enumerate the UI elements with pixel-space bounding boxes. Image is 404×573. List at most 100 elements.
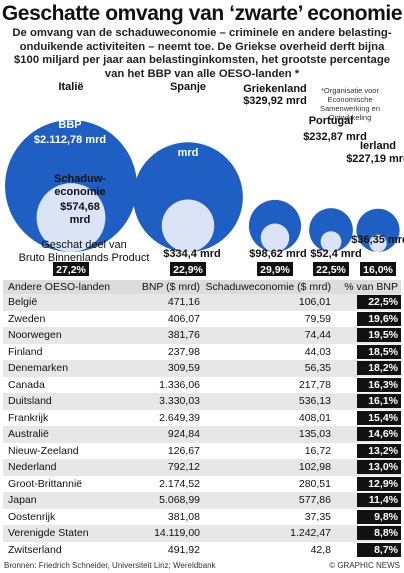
row-country: Finland xyxy=(8,345,43,358)
header-shadow: Schaduweconomie ($ mrd) xyxy=(205,281,331,293)
row-pct-cell: 16,3% xyxy=(335,377,401,392)
row-bnp: 406,07 xyxy=(167,312,200,325)
subtitle: De omvang van de schaduweconomie – crimi… xyxy=(12,27,392,80)
row-pct-cell: 22,5% xyxy=(335,295,401,310)
country-name: Spanje xyxy=(170,81,206,93)
share-value: 22,9% xyxy=(173,264,203,276)
row-country: Japan xyxy=(8,494,37,507)
row-shadow: 280,51 xyxy=(298,477,331,490)
bbp-value: $232,87 mrd xyxy=(303,131,367,143)
row-shadow: 106,01 xyxy=(298,296,331,309)
row-shadow: 408,01 xyxy=(298,411,331,424)
share-value: 16,0% xyxy=(363,264,393,276)
table-row: Groot-Brittannië 2.174,52 280,51 12,9% xyxy=(3,476,401,493)
row-bnp: 792,12 xyxy=(167,461,200,474)
row-pct-cell: 11,4% xyxy=(335,493,401,508)
shadow-value: $98,62 mrd xyxy=(249,248,306,260)
row-country: Duitsland xyxy=(8,395,52,408)
share-box xyxy=(53,262,89,276)
shadow-value: $52,4 mrd xyxy=(310,248,361,260)
row-pct-cell: 13,2% xyxy=(335,443,401,458)
oeso-table: Andere OESO-landen BNP ($ mrd) Schaduwec… xyxy=(3,280,401,558)
header-country: Andere OESO-landen xyxy=(8,281,111,293)
row-shadow: 16,72 xyxy=(304,444,331,457)
shadow-unit: mrd xyxy=(70,214,91,226)
table-row: Nieuw-Zeeland 126,67 16,72 13,2% xyxy=(3,443,401,460)
table-row: Duitsland 3.330,03 536,13 16,1% xyxy=(3,393,401,410)
bbp-value: $1.460,25 xyxy=(164,132,213,144)
row-shadow: 577,86 xyxy=(298,494,331,507)
row-pct: 12,9% xyxy=(357,476,401,491)
bbp-circle-4 xyxy=(356,208,400,252)
share-value: 27,2% xyxy=(56,264,86,276)
header-pct: % van BNP xyxy=(344,281,398,293)
row-shadow: 74,44 xyxy=(304,329,331,342)
row-bnp: 1.336,06 xyxy=(159,378,200,391)
row-country: Zweden xyxy=(8,312,46,325)
row-country: Oostenrijk xyxy=(8,510,56,523)
bbp-unit: mrd xyxy=(178,147,199,159)
shadow-circle-4 xyxy=(369,234,387,252)
row-pct-cell: 15,4% xyxy=(335,410,401,425)
share-box xyxy=(313,262,349,276)
row-bnp: 126,67 xyxy=(167,444,200,457)
row-bnp: 2.649,39 xyxy=(159,411,200,424)
header-bnp: BNP ($ mrd) xyxy=(141,281,200,293)
country-name: Italië xyxy=(58,81,83,93)
row-pct: 19,6% xyxy=(357,311,401,326)
row-shadow: 536,13 xyxy=(298,395,331,408)
row-bnp: 491,92 xyxy=(167,543,200,556)
share-box xyxy=(360,262,396,276)
table-row: Nederland 792,12 102,98 13,0% xyxy=(3,459,401,476)
shadow-circle-0 xyxy=(36,183,106,252)
bbp-value: $2.112,78 mrd xyxy=(34,134,106,146)
row-pct-cell: 19,6% xyxy=(335,311,401,326)
bbp-circle-3 xyxy=(309,208,353,252)
row-pct: 14,6% xyxy=(357,427,401,442)
row-pct-cell: 18,2% xyxy=(335,361,401,376)
credit: © GRAPHIC NEWS xyxy=(329,561,400,570)
table-row: Japan 5.068,99 577,86 11,4% xyxy=(3,492,401,509)
table-row: Denemarken 309,59 56,35 18,2% xyxy=(3,360,401,377)
bbp-caption: BBP xyxy=(58,119,81,131)
row-pct: 16,3% xyxy=(357,377,401,392)
row-pct: 16,1% xyxy=(357,394,401,409)
shadow-value: $36,35 mrd xyxy=(351,234,404,246)
shadow-value: $574,68 xyxy=(60,201,100,213)
share-box xyxy=(257,262,293,276)
table-header: Andere OESO-landen BNP ($ mrd) Schaduwec… xyxy=(3,280,401,294)
row-pct: 8,7% xyxy=(357,542,401,557)
row-pct: 18,5% xyxy=(357,344,401,359)
row-bnp: 309,59 xyxy=(167,362,200,375)
shadow-value: $334,4 mrd xyxy=(163,248,220,260)
row-shadow: 217,78 xyxy=(298,378,331,391)
sources: Bronnen: Friedrich Schneider, Universite… xyxy=(4,561,216,570)
row-shadow: 42,8 xyxy=(310,543,331,556)
row-pct-cell: 13,0% xyxy=(335,460,401,475)
row-country: Nieuw-Zeeland xyxy=(8,444,79,457)
share-value: 22,5% xyxy=(316,264,346,276)
bbp-value: $329,92 mrd xyxy=(243,95,307,107)
bubble-chart: Italië BBP $2.112,78 mrd Schaduw-economie $5… xyxy=(5,81,404,276)
row-pct-cell: 9,8% xyxy=(335,509,401,524)
row-bnp: 381,08 xyxy=(167,510,200,523)
table-row: Zwitserland 491,92 42,8 8,7% xyxy=(3,542,401,559)
table-row: Finland 237,98 44,03 18,5% xyxy=(3,344,401,361)
row-pct-cell: 8,7% xyxy=(335,542,401,557)
shadow-circle-1 xyxy=(161,199,215,252)
row-country: België xyxy=(8,296,38,309)
share-caption-2: Bruto Binnenlands Product xyxy=(19,252,150,264)
row-pct: 9,8% xyxy=(357,509,401,524)
row-bnp: 381,76 xyxy=(167,329,200,342)
row-country: Zwitserland xyxy=(8,543,62,556)
row-pct: 11,4% xyxy=(357,493,401,508)
row-pct: 8,8% xyxy=(357,526,401,541)
row-pct: 13,0% xyxy=(357,460,401,475)
shadow-caption-2: economie xyxy=(54,186,105,198)
bbp-value: $227,19 mrd xyxy=(346,153,404,165)
row-bnp: 5.068,99 xyxy=(159,494,200,507)
row-country: Groot-Brittannië xyxy=(8,477,83,490)
shadow-circle-2 xyxy=(260,223,290,252)
table-row: Frankrijk 2.649,39 408,01 15,4% xyxy=(3,410,401,427)
shadow-circle-3 xyxy=(320,231,342,252)
